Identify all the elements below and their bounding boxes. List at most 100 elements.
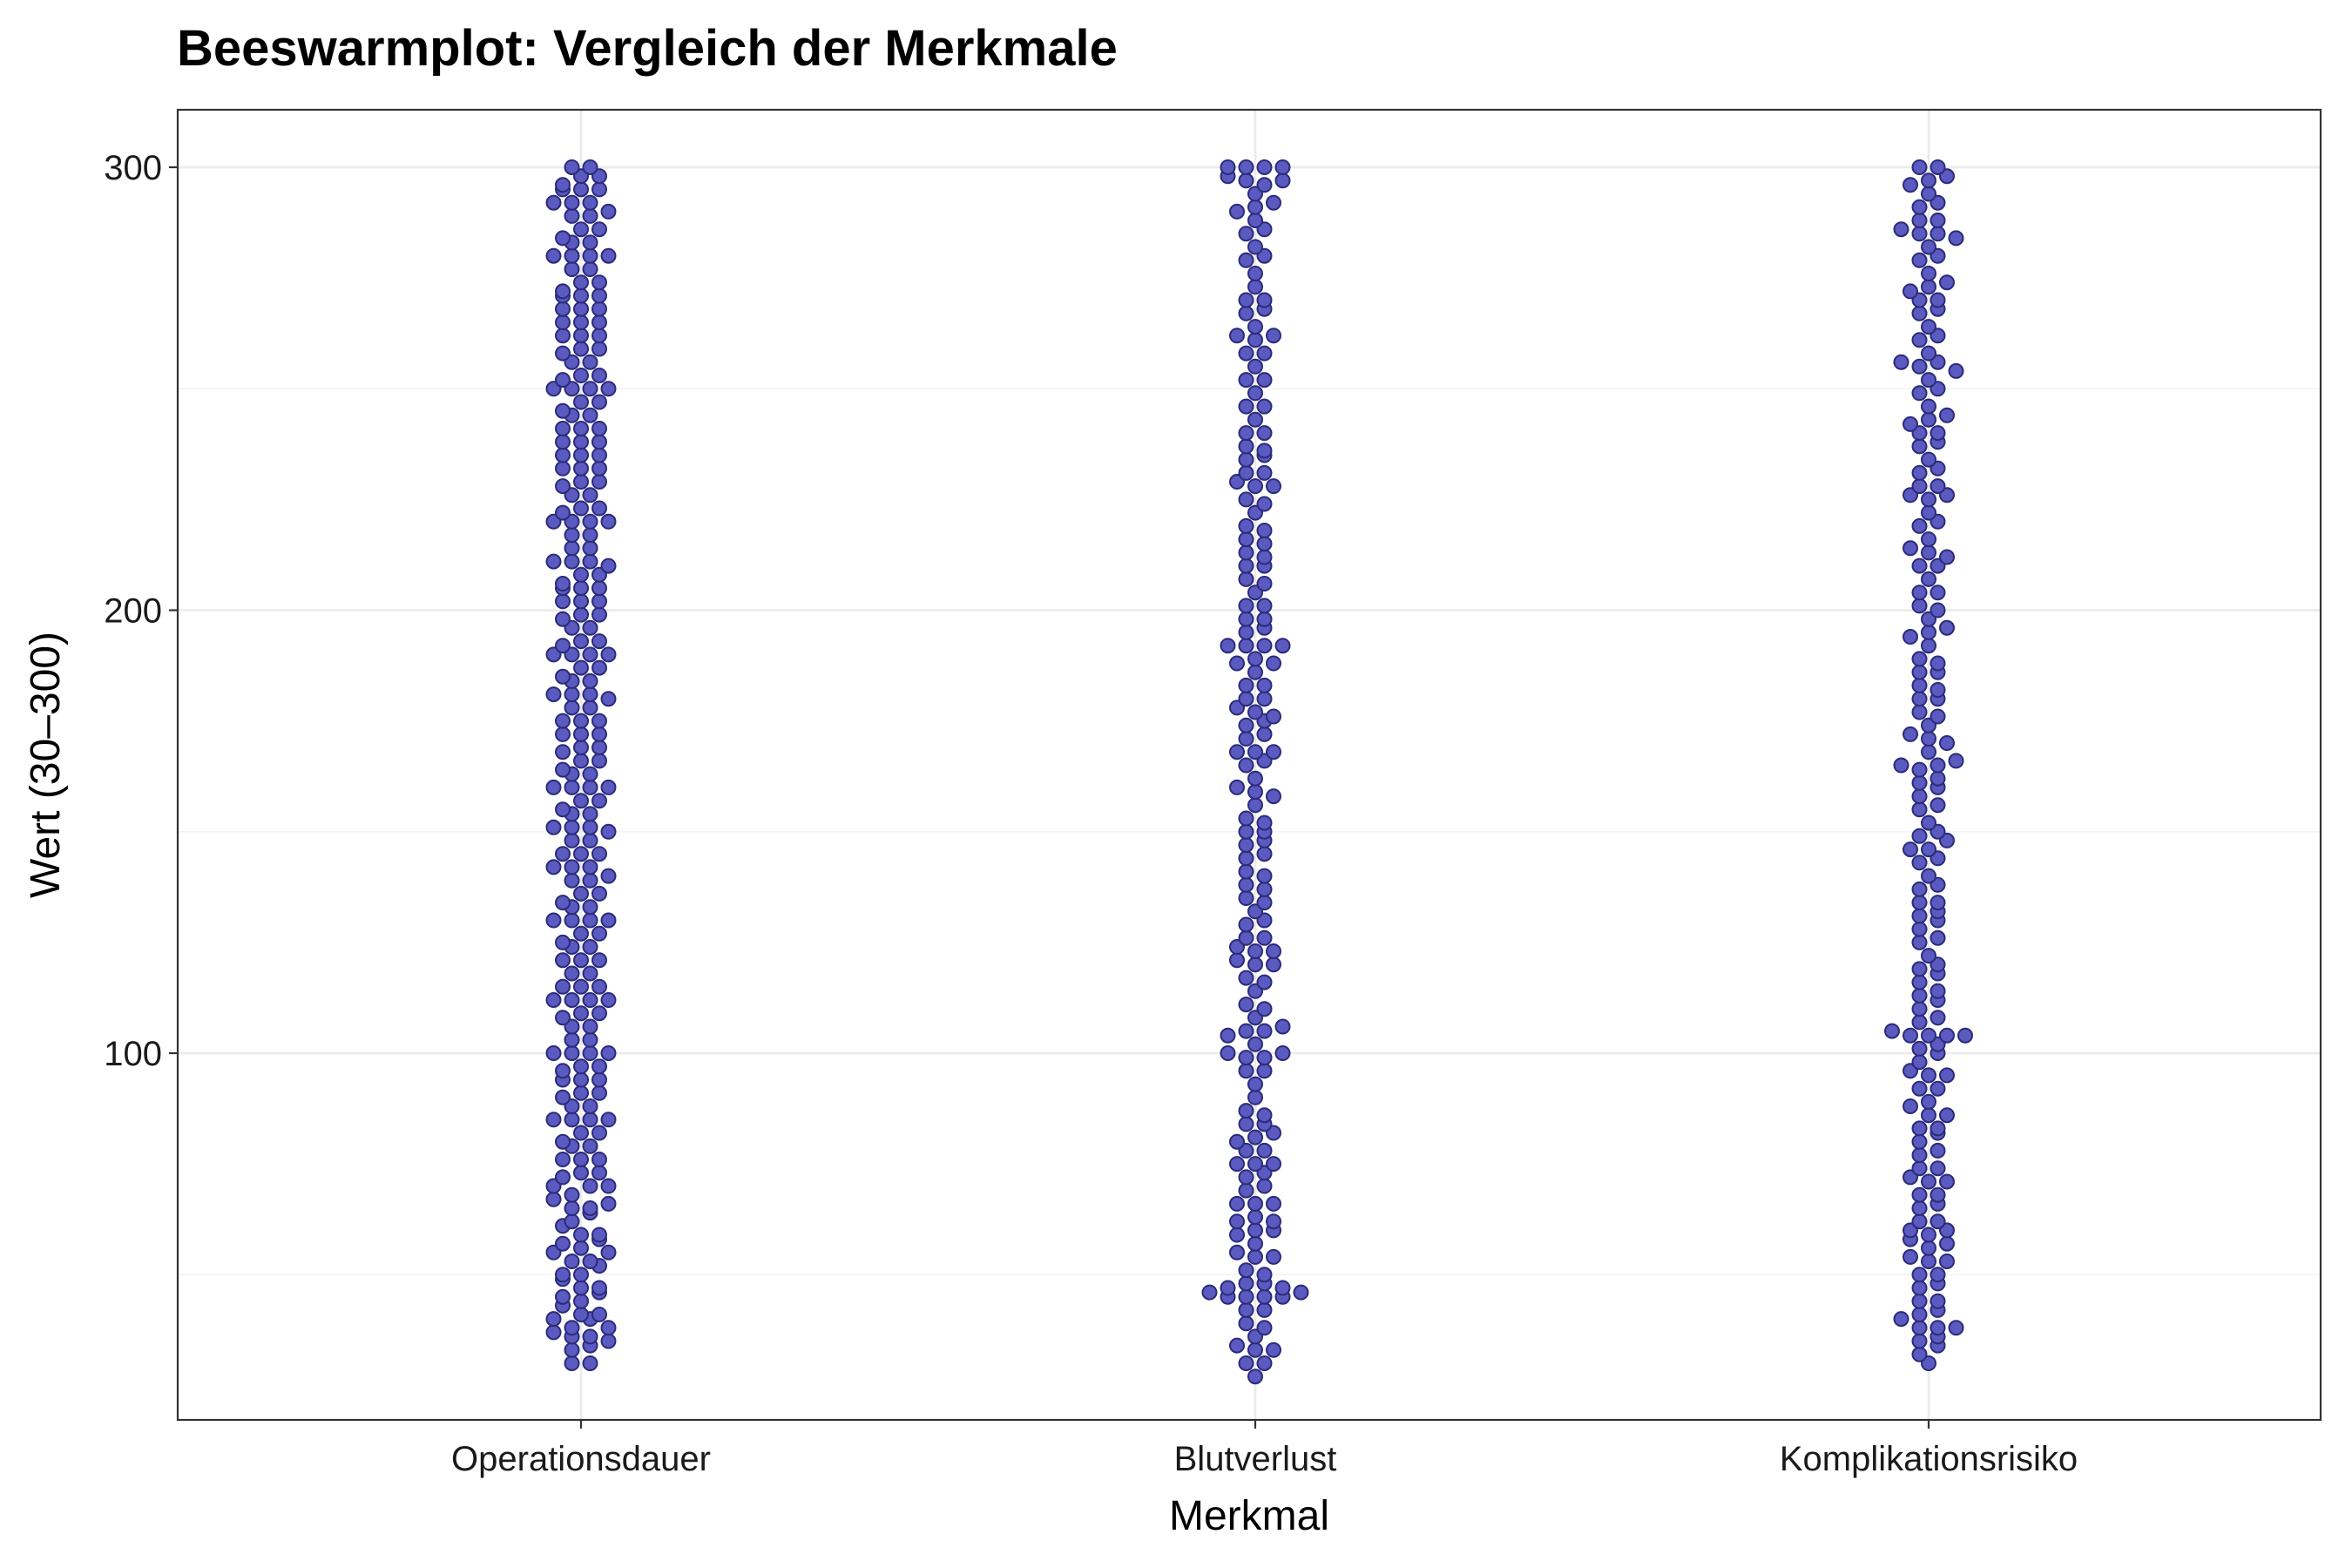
data-point [573,1071,589,1088]
data-point [1921,279,1936,295]
data-point [591,1280,607,1296]
data-point [600,691,617,707]
data-point [1238,638,1254,654]
data-point [1911,1280,1928,1296]
data-point [1921,731,1936,747]
y-axis: 100 200 300 [104,149,178,1073]
data-point [1247,651,1263,667]
data-point [1238,372,1254,389]
data-point [1911,934,1928,950]
data-point [1266,956,1281,973]
data-point [564,1254,580,1269]
data-point [1921,638,1936,654]
data-point [555,668,571,685]
data-point [1256,443,1273,459]
data-point [1911,385,1928,402]
data-point [582,899,598,916]
data-point [1930,1080,1946,1097]
data-point [591,740,607,756]
data-point [555,1235,571,1252]
data-point [600,381,617,397]
data-point [591,1071,607,1088]
data-point [1238,598,1254,614]
data-point [555,345,571,362]
data-point [573,447,589,463]
chart-title: Beeswarmplot: Vergleich der Merkmale [177,20,1118,77]
data-point [1911,464,1928,481]
data-point [564,686,580,703]
data-point [573,287,589,304]
data-point [1238,305,1254,321]
data-point [591,952,607,969]
data-point [591,659,607,676]
data-point [1256,523,1273,538]
data-point [591,925,607,942]
data-point [1911,1147,1928,1163]
data-point [1266,708,1281,725]
data-point [564,1186,580,1203]
data-point [1911,677,1928,693]
data-point [1921,345,1936,362]
data-point [1930,797,1946,814]
data-point [1939,1027,1955,1044]
data-point [573,474,589,490]
data-point [1238,624,1254,640]
data-point [582,965,598,982]
data-point [1247,1369,1263,1385]
data-point [582,686,598,703]
data-point [1921,411,1936,428]
data-point [1266,1156,1281,1173]
data-point [573,394,589,410]
data-point [1266,194,1281,211]
data-point [573,593,589,610]
data-point [1911,828,1928,844]
data-point [1921,172,1936,189]
data-point [582,619,598,636]
data-point [582,354,598,370]
data-point [1256,576,1273,591]
data-point [1238,292,1254,308]
data-point [1247,664,1263,680]
data-point [591,726,607,742]
data-point [1238,691,1254,707]
data-point [1247,266,1263,281]
data-point [591,580,607,597]
data-point [582,553,598,570]
data-point [591,793,607,809]
data-point [1238,558,1254,574]
data-point [1238,850,1254,867]
data-point [1948,1320,1964,1336]
data-point [1911,774,1928,791]
data-point [1921,948,1936,964]
data-point [1256,496,1273,512]
data-point [1220,1027,1236,1044]
data-point [1229,328,1245,344]
data-point [555,761,571,778]
data-point [1220,1280,1236,1296]
data-point [600,1320,617,1336]
data-point [1903,416,1918,432]
data-point [1229,1213,1245,1230]
data-point [1238,757,1254,774]
data-point [1229,203,1245,220]
data-point [1256,895,1273,911]
data-point [564,872,580,889]
data-point [582,1138,598,1154]
data-point [582,527,598,544]
data-point [564,261,580,277]
data-point [1256,398,1273,415]
data-point [591,460,607,476]
data-point [1229,655,1245,672]
data-point [591,1307,607,1322]
data-point [1884,1023,1900,1039]
data-point [1903,1027,1918,1044]
data-point [555,314,571,330]
data-point [582,766,598,782]
data-point [1911,691,1928,707]
data-point [1948,362,1964,379]
data-point [1229,1227,1245,1243]
data-point [1921,504,1936,521]
data-point [582,247,598,264]
data-point [591,301,607,317]
data-point [591,593,607,610]
